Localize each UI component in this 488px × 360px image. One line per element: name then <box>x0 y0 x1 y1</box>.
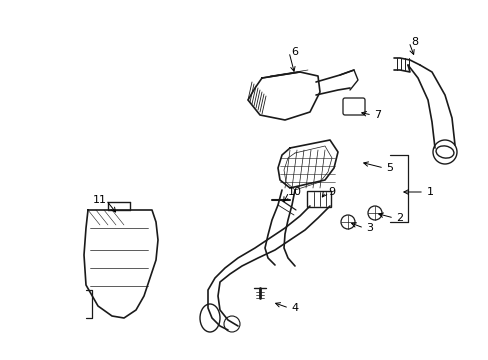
Text: 11: 11 <box>93 195 107 205</box>
Text: 8: 8 <box>410 37 418 47</box>
Circle shape <box>432 140 456 164</box>
Text: 4: 4 <box>291 303 298 313</box>
FancyBboxPatch shape <box>306 191 330 207</box>
Text: 9: 9 <box>328 187 335 197</box>
FancyBboxPatch shape <box>342 98 364 115</box>
Text: 1: 1 <box>426 187 433 197</box>
Circle shape <box>340 215 354 229</box>
Text: 2: 2 <box>396 213 403 223</box>
Text: 5: 5 <box>386 163 393 173</box>
Circle shape <box>224 316 240 332</box>
Circle shape <box>367 206 381 220</box>
Text: 3: 3 <box>366 223 373 233</box>
Text: 10: 10 <box>287 187 302 197</box>
Text: 6: 6 <box>291 47 298 57</box>
Ellipse shape <box>200 304 220 332</box>
Text: 7: 7 <box>374 110 381 120</box>
